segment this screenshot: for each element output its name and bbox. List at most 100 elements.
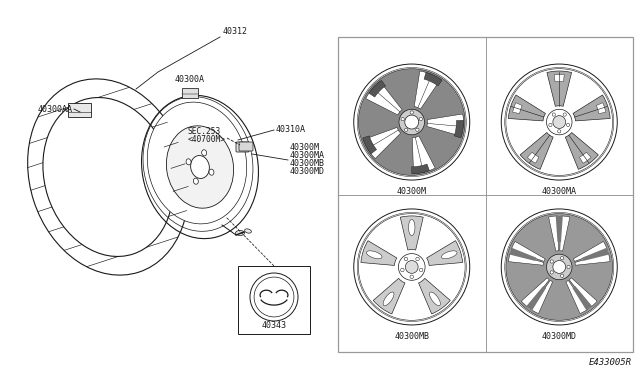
Circle shape <box>557 130 561 133</box>
Circle shape <box>399 109 424 135</box>
Ellipse shape <box>193 178 198 184</box>
FancyBboxPatch shape <box>239 142 253 151</box>
Bar <box>238 266 310 334</box>
Wedge shape <box>419 278 451 314</box>
Bar <box>338 37 633 352</box>
Text: 40300A: 40300A <box>175 75 205 84</box>
Wedge shape <box>572 286 592 310</box>
Ellipse shape <box>209 169 214 175</box>
FancyBboxPatch shape <box>236 142 249 152</box>
Ellipse shape <box>442 251 457 259</box>
Circle shape <box>410 275 413 279</box>
Wedge shape <box>580 152 591 163</box>
Wedge shape <box>527 152 539 163</box>
Text: 40300MD: 40300MD <box>541 332 577 341</box>
Ellipse shape <box>186 159 191 165</box>
Wedge shape <box>373 278 405 314</box>
Wedge shape <box>365 88 400 115</box>
Text: 40300M: 40300M <box>397 187 427 196</box>
Text: 40343: 40343 <box>262 321 287 330</box>
Wedge shape <box>573 95 610 121</box>
Circle shape <box>404 257 408 261</box>
Ellipse shape <box>383 292 394 306</box>
FancyBboxPatch shape <box>68 103 91 117</box>
Circle shape <box>419 118 422 121</box>
Wedge shape <box>415 136 435 172</box>
Circle shape <box>566 123 570 126</box>
Text: 40300MB: 40300MB <box>394 332 429 341</box>
Circle shape <box>506 69 612 176</box>
Wedge shape <box>412 137 426 174</box>
Wedge shape <box>566 280 588 314</box>
Wedge shape <box>412 164 429 174</box>
Circle shape <box>547 254 572 280</box>
Wedge shape <box>548 216 559 251</box>
Ellipse shape <box>429 292 440 306</box>
Wedge shape <box>560 216 570 251</box>
Wedge shape <box>369 80 385 97</box>
Ellipse shape <box>408 219 415 235</box>
Circle shape <box>561 257 564 260</box>
Text: <40700M>: <40700M> <box>188 135 226 144</box>
Wedge shape <box>371 81 402 112</box>
Wedge shape <box>363 136 376 154</box>
Wedge shape <box>417 74 440 109</box>
Circle shape <box>506 214 612 320</box>
Wedge shape <box>361 241 397 266</box>
Ellipse shape <box>191 155 209 179</box>
Wedge shape <box>569 278 597 307</box>
Circle shape <box>401 268 404 272</box>
Wedge shape <box>509 248 536 261</box>
Circle shape <box>410 111 413 114</box>
Wedge shape <box>522 278 549 307</box>
Text: 40300MA: 40300MA <box>290 151 325 160</box>
Wedge shape <box>565 132 598 169</box>
Circle shape <box>401 118 404 121</box>
Wedge shape <box>511 241 545 262</box>
Circle shape <box>550 260 554 263</box>
Text: 40300MD: 40300MD <box>290 167 325 176</box>
Wedge shape <box>531 280 553 314</box>
Ellipse shape <box>202 150 207 156</box>
Text: 40300MA: 40300MA <box>541 187 577 196</box>
Text: SEC.253: SEC.253 <box>188 127 221 136</box>
Ellipse shape <box>236 231 244 235</box>
Circle shape <box>404 115 419 129</box>
Ellipse shape <box>367 251 382 259</box>
Wedge shape <box>573 241 607 262</box>
Text: 40300AA: 40300AA <box>38 105 73 114</box>
Wedge shape <box>513 103 522 113</box>
Wedge shape <box>556 216 563 242</box>
FancyBboxPatch shape <box>182 88 198 98</box>
Circle shape <box>416 128 419 131</box>
Wedge shape <box>547 71 572 106</box>
Wedge shape <box>364 127 399 151</box>
Wedge shape <box>520 132 553 169</box>
Circle shape <box>419 268 423 272</box>
Wedge shape <box>527 286 546 310</box>
Wedge shape <box>575 253 610 265</box>
Ellipse shape <box>244 229 252 233</box>
Wedge shape <box>427 241 463 266</box>
Circle shape <box>552 113 556 116</box>
Wedge shape <box>509 253 543 265</box>
Circle shape <box>358 69 465 176</box>
Wedge shape <box>428 114 463 126</box>
Circle shape <box>405 260 418 273</box>
Circle shape <box>358 214 465 320</box>
Wedge shape <box>454 120 463 138</box>
Wedge shape <box>424 73 442 86</box>
Wedge shape <box>554 74 564 82</box>
Ellipse shape <box>147 102 246 224</box>
Circle shape <box>550 271 554 274</box>
Circle shape <box>404 128 408 131</box>
Wedge shape <box>582 248 609 261</box>
Text: 40312: 40312 <box>223 27 248 36</box>
Circle shape <box>553 260 566 273</box>
Wedge shape <box>400 216 423 250</box>
Circle shape <box>563 113 566 116</box>
Circle shape <box>549 123 552 126</box>
Ellipse shape <box>166 126 234 208</box>
Circle shape <box>416 257 419 261</box>
Text: 40300MB: 40300MB <box>290 159 325 168</box>
